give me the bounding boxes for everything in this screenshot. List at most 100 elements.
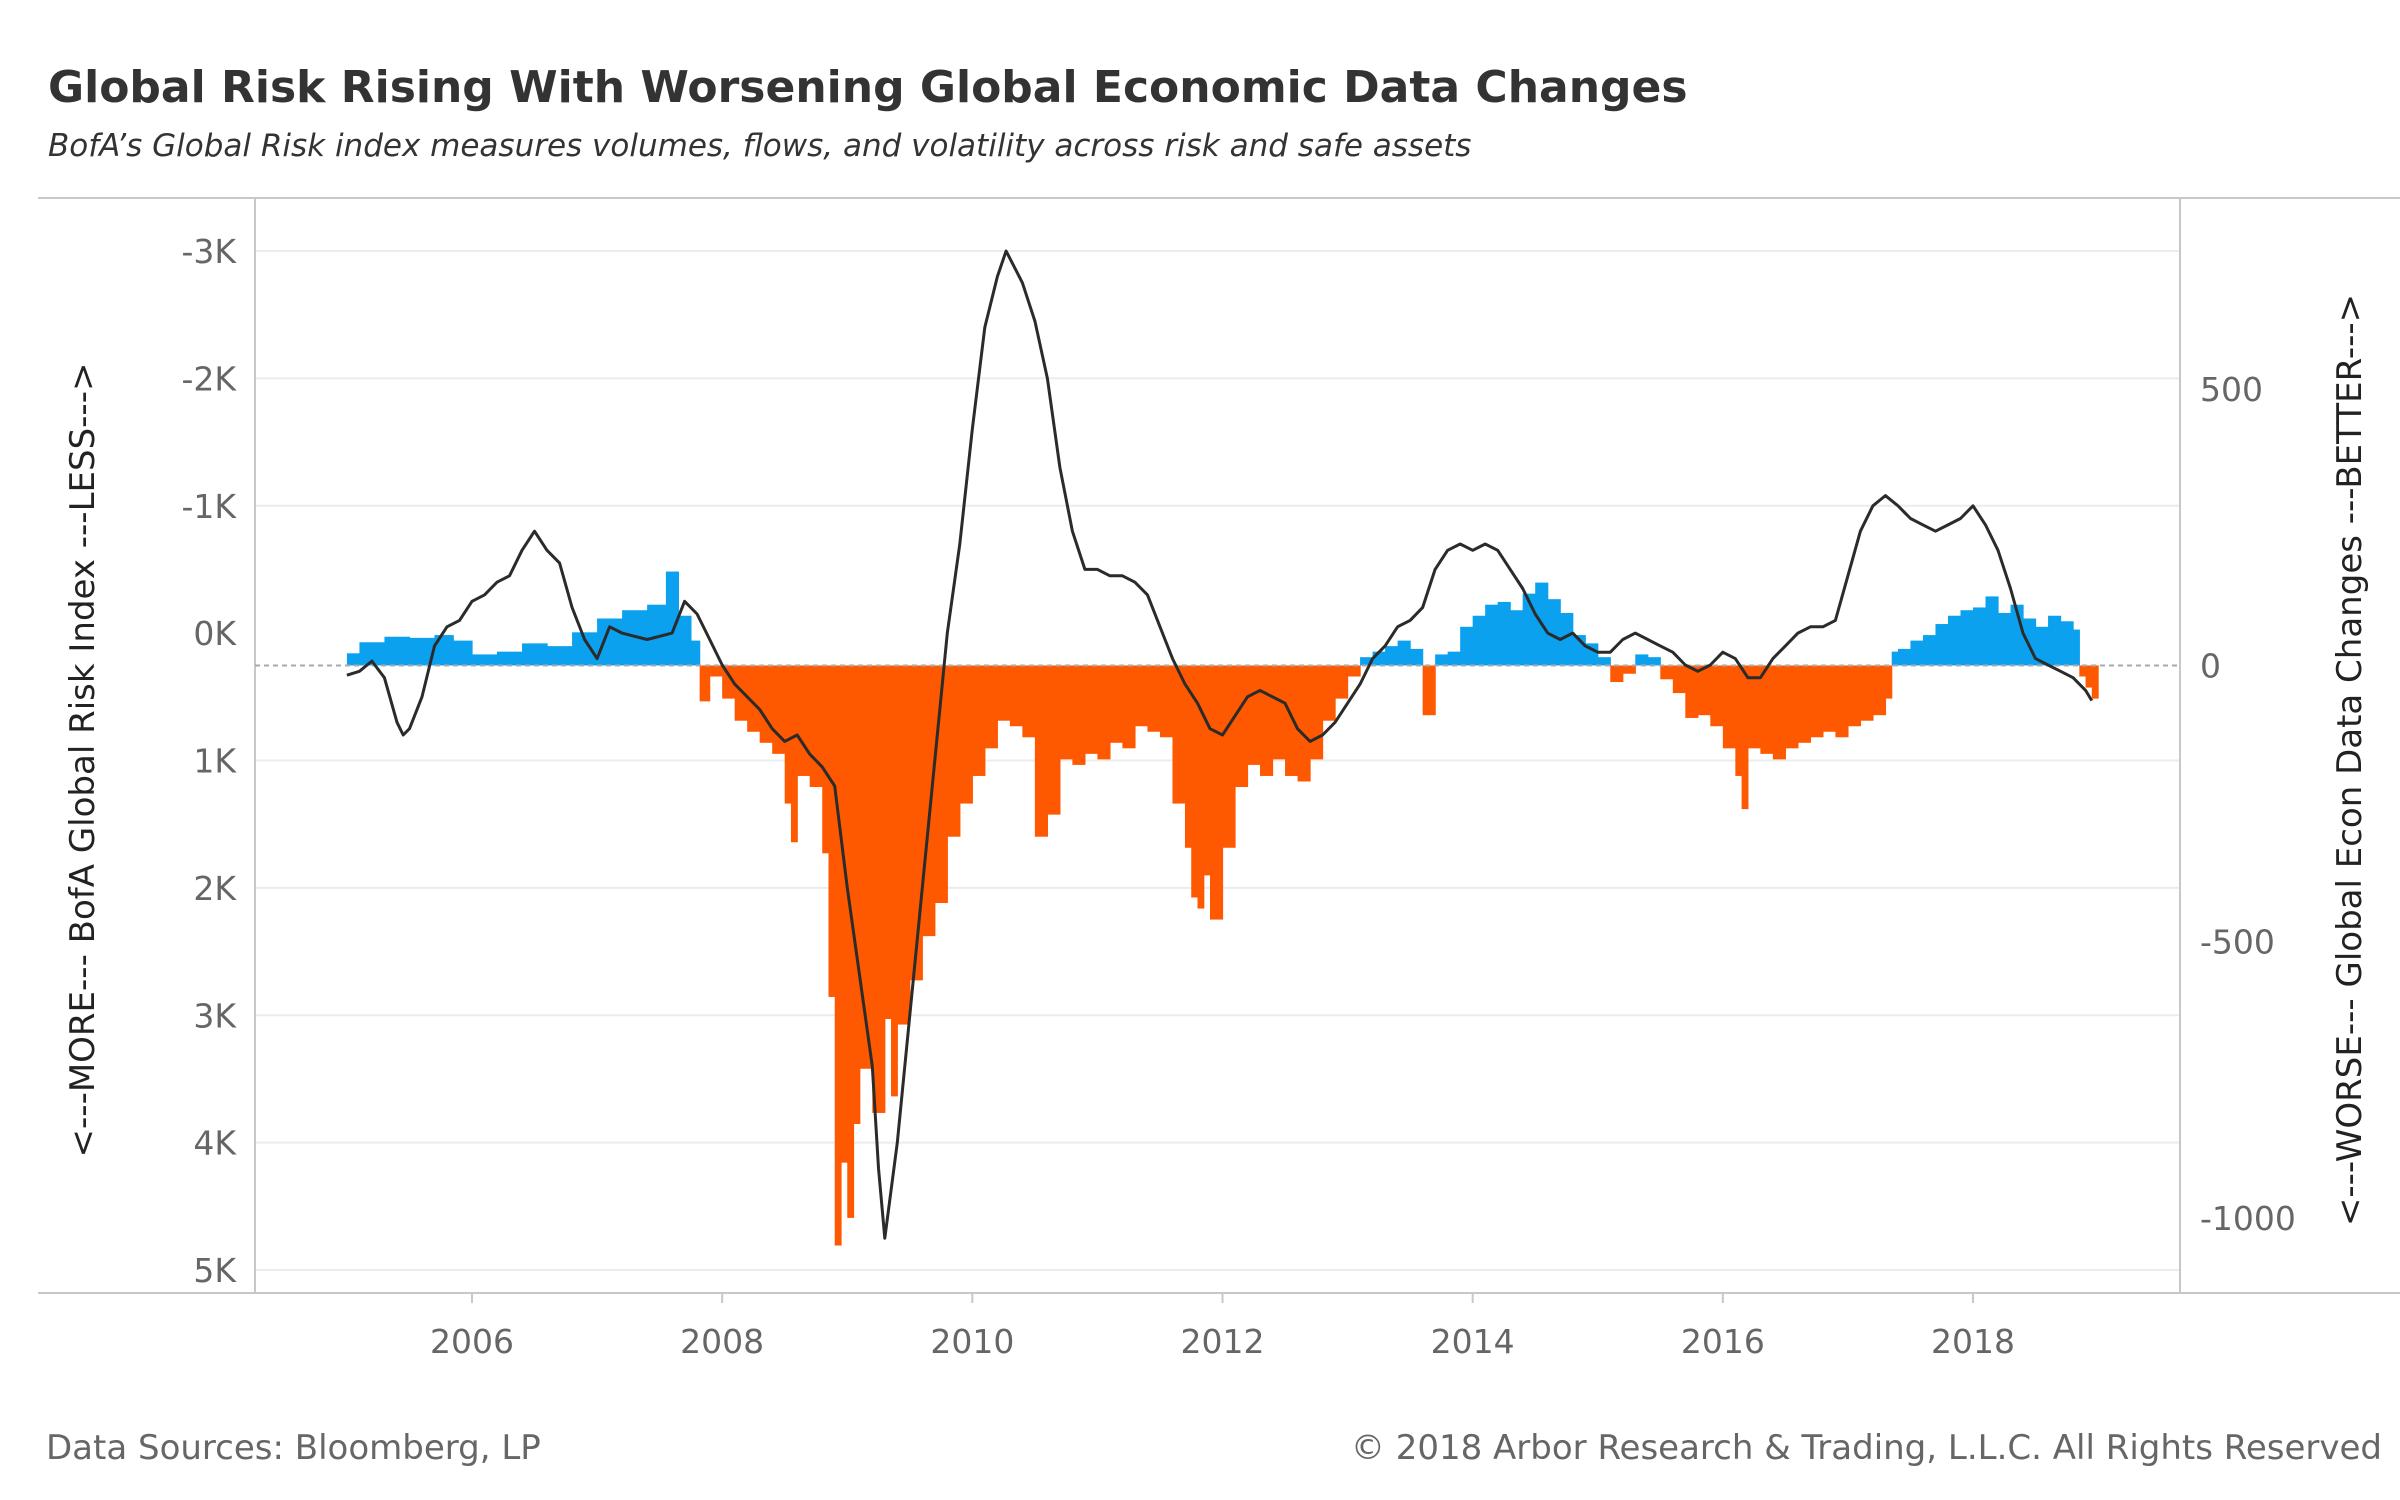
bar — [1272, 665, 1286, 760]
bar — [1741, 665, 1749, 810]
bar — [1147, 665, 1161, 732]
bar — [822, 665, 830, 854]
bar — [884, 665, 892, 1020]
bar — [1347, 665, 1361, 677]
bar — [1960, 610, 1974, 666]
data-source: Data Sources: Bloomberg, LP — [46, 1428, 541, 1468]
bar — [678, 615, 692, 666]
bar — [1872, 665, 1887, 716]
bar — [547, 646, 573, 666]
x-tick-label: 2012 — [1181, 1322, 1265, 1361]
bar — [2048, 615, 2062, 666]
bar — [1422, 665, 1436, 716]
bar — [947, 665, 961, 837]
bar — [1285, 665, 1299, 776]
bar — [522, 643, 548, 666]
bar — [1985, 596, 1999, 666]
bar — [1597, 657, 1611, 666]
bar — [1410, 648, 1424, 666]
bar — [1335, 665, 1349, 699]
bar — [1897, 648, 1912, 666]
bar — [1297, 665, 1311, 782]
bar — [497, 651, 523, 666]
bar — [1891, 651, 1899, 666]
bar — [1697, 665, 1711, 716]
left-tick-label: 4K — [193, 1124, 237, 1163]
bar — [1610, 665, 1624, 683]
bar — [747, 665, 761, 732]
bar — [453, 640, 473, 666]
bar — [1122, 665, 1136, 749]
bar — [1109, 665, 1124, 743]
bar — [1510, 610, 1524, 666]
x-tick-label: 2014 — [1431, 1322, 1515, 1361]
bar — [1172, 665, 1186, 804]
right-tick-label: -1000 — [2200, 1199, 2296, 1238]
bar — [891, 665, 898, 1097]
left-tick-label: 5K — [193, 1251, 237, 1290]
right-tick-label: -500 — [2200, 923, 2275, 962]
bar — [1935, 624, 1949, 666]
bar — [1772, 665, 1786, 760]
bar — [1797, 665, 1811, 743]
bar — [1084, 665, 1099, 754]
bar — [1547, 599, 1561, 666]
bar — [1047, 665, 1061, 815]
bar — [1034, 665, 1048, 837]
bar — [1260, 665, 1274, 776]
left-tick-label: -3K — [181, 232, 237, 271]
bar — [1822, 665, 1837, 732]
right-tick-label: 0 — [2200, 646, 2221, 685]
copyright: © 2018 Arbor Research & Trading, L.L.C. … — [1350, 1428, 2382, 1468]
bar — [1622, 665, 1636, 674]
bar — [1447, 651, 1461, 666]
bar — [1209, 665, 1224, 920]
bar — [1860, 665, 1874, 721]
bar — [1635, 654, 1649, 666]
bar — [1235, 665, 1249, 787]
bar — [984, 665, 998, 749]
chart-subtitle: BofA’s Global Risk index measures volume… — [48, 128, 1472, 164]
bar — [859, 665, 873, 1069]
left-tick-label: -1K — [181, 487, 237, 526]
right-axis-title: <---WORSE--- Global Econ Data Changes --… — [2330, 294, 2370, 1226]
x-tick-label: 2016 — [1681, 1322, 1765, 1361]
bar — [1191, 665, 1199, 898]
bar — [1460, 626, 1474, 666]
bar — [346, 653, 361, 666]
bar — [1009, 665, 1023, 727]
bar — [784, 665, 792, 804]
bar — [922, 665, 936, 937]
left-tick-label: 0K — [193, 614, 237, 653]
bar — [2035, 626, 2049, 666]
bar — [1810, 665, 1824, 738]
bar — [2079, 665, 2087, 677]
bar — [1322, 665, 1336, 721]
bar — [1022, 665, 1036, 738]
bar — [997, 665, 1011, 721]
bar — [809, 665, 823, 787]
x-tick-label: 2006 — [430, 1322, 514, 1361]
left-axis-title: <---MORE--- BofA Global Risk Index ---LE… — [63, 363, 103, 1158]
bar — [359, 642, 386, 666]
bar — [1472, 615, 1486, 666]
bar — [797, 665, 811, 776]
bar — [734, 665, 748, 721]
bar — [790, 665, 798, 843]
bar — [1397, 640, 1411, 666]
bar — [1973, 607, 1987, 666]
bar — [828, 665, 836, 997]
bar — [1710, 665, 1724, 727]
bar — [759, 665, 773, 743]
bar — [1847, 665, 1862, 727]
line-series — [346, 249, 2094, 1240]
bar — [2073, 629, 2080, 666]
left-axis-ticks: -3K -2K -1K 0K 1K 2K 3K 4K 5K — [181, 232, 237, 1290]
bar — [1947, 615, 1962, 666]
risk-index-line — [346, 249, 2094, 1240]
chart-frame — [38, 197, 2400, 1294]
bar — [853, 665, 861, 1124]
bar — [897, 665, 911, 1025]
bar — [690, 640, 701, 666]
bar — [709, 665, 723, 677]
